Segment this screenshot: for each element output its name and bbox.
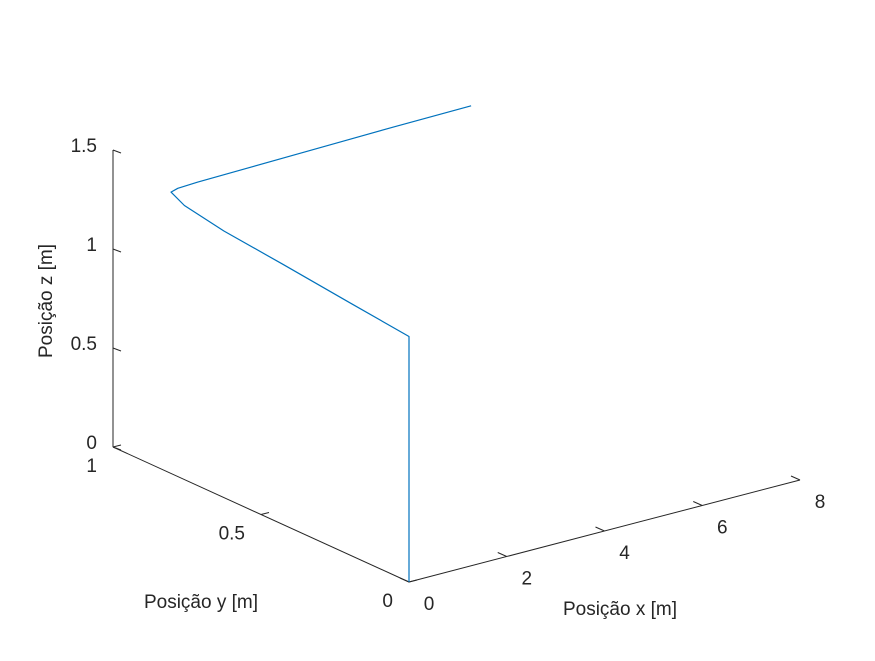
y-tick-label: 0	[382, 591, 393, 612]
z-tick-label: 1.5	[71, 136, 97, 157]
x-tick	[399, 577, 410, 583]
z-tick-label: 0.5	[71, 334, 97, 355]
y-tick	[260, 512, 270, 515]
x-tick-label: 8	[815, 492, 826, 513]
x-tick-label: 6	[717, 518, 728, 539]
x-axis-label: Posição x [m]	[563, 599, 677, 620]
z-tick	[112, 149, 122, 154]
y-tick	[112, 444, 122, 448]
z-tick	[112, 446, 122, 451]
x-tick	[595, 526, 605, 532]
z-axis-label: Posição z [m]	[36, 244, 57, 358]
x-tick	[790, 475, 801, 481]
x-tick	[497, 552, 507, 557]
y-axis-label: Posição y [m]	[144, 592, 258, 613]
x-tick-label: 4	[619, 543, 630, 564]
z-tick	[112, 248, 122, 253]
trajectory-line	[170, 105, 472, 582]
z-tick-label: 0	[86, 433, 97, 454]
y-tick-label: 0.5	[219, 524, 245, 545]
y-tick-label: 1	[86, 456, 97, 477]
x-tick-label: 0	[424, 594, 435, 615]
z-tick	[112, 347, 122, 352]
y-tick	[408, 579, 418, 583]
x-tick	[693, 501, 703, 506]
z-tick-label: 1	[86, 235, 97, 256]
x-tick-label: 2	[521, 569, 532, 590]
